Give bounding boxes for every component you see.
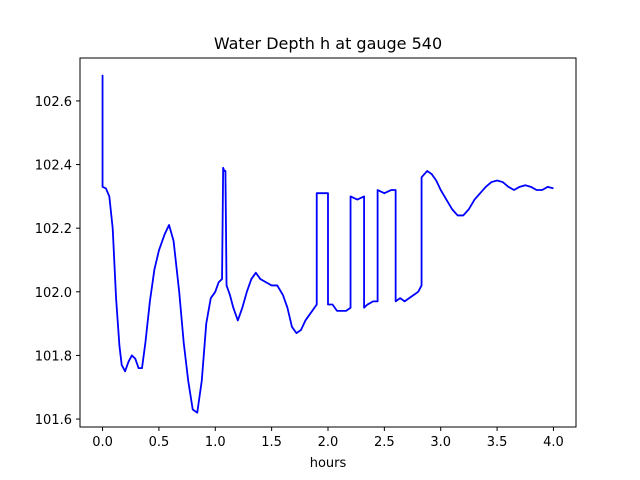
y-tick-label: 101.6 xyxy=(35,413,72,428)
y-tick-label: 102.4 xyxy=(35,159,72,174)
x-axis: 0.0 0.5 1.0 1.5 2.0 2.5 3.0 3.5 4.0 xyxy=(92,427,564,450)
x-axis-label: hours xyxy=(310,456,347,471)
x-tick-label: 2.0 xyxy=(318,435,339,450)
series-layer xyxy=(101,74,554,414)
plot-area xyxy=(79,57,577,428)
y-tick-label: 102.6 xyxy=(35,95,72,110)
y-tick-label: 102.2 xyxy=(35,222,72,237)
y-tick-label: 101.8 xyxy=(35,349,72,364)
chart-title: Water Depth h at gauge 540 xyxy=(214,34,442,53)
x-tick-label: 1.5 xyxy=(261,435,282,450)
series-line xyxy=(101,74,554,414)
x-tick-label: 2.5 xyxy=(374,435,395,450)
x-tick-label: 3.0 xyxy=(430,435,451,450)
x-tick-label: 0.0 xyxy=(92,435,113,450)
y-tick-label: 102.0 xyxy=(35,286,72,301)
x-tick-label: 1.0 xyxy=(205,435,226,450)
x-tick-label: 4.0 xyxy=(543,435,564,450)
x-tick-label: 3.5 xyxy=(487,435,508,450)
x-tick-label: 0.5 xyxy=(149,435,170,450)
y-axis: 101.6 101.8 102.0 102.2 102.4 102.6 xyxy=(35,95,80,428)
